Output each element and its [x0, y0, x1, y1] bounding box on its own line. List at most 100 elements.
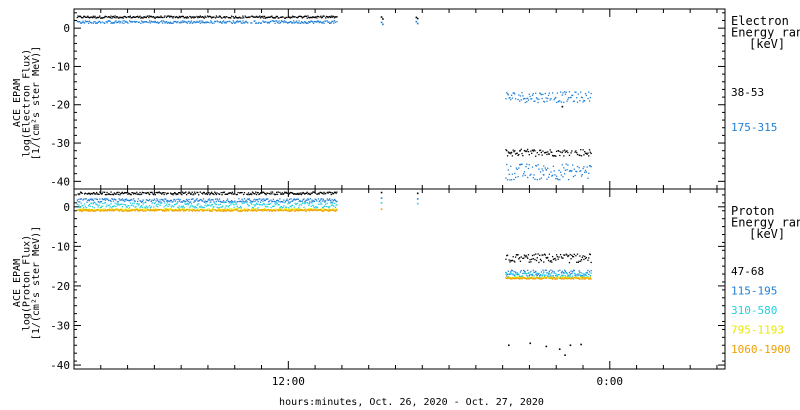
- data-point: [164, 208, 166, 210]
- data-point: [235, 209, 237, 211]
- data-point: [304, 20, 306, 23]
- data-point: [252, 207, 254, 209]
- data-point: [132, 193, 135, 195]
- data-point: [235, 22, 237, 24]
- y-axis-label: ACE EPAM: [12, 259, 23, 307]
- data-point: [96, 16, 99, 18]
- data-point: [333, 20, 336, 22]
- data-point: [262, 191, 264, 193]
- data-point: [304, 15, 307, 17]
- data-point: [515, 276, 518, 278]
- data-point: [508, 259, 510, 261]
- data-point: [582, 255, 584, 257]
- data-point: [246, 202, 248, 204]
- data-point: [310, 192, 312, 194]
- data-point: [139, 200, 141, 202]
- data-point: [556, 276, 559, 278]
- data-point: [160, 21, 162, 23]
- data-point: [520, 163, 522, 165]
- data-point: [79, 201, 81, 203]
- data-point: [326, 198, 328, 200]
- data-point: [539, 273, 542, 276]
- data-point: [580, 91, 582, 93]
- data-point: [228, 210, 230, 212]
- data-point: [285, 208, 287, 210]
- data-point: [547, 167, 549, 169]
- data-point: [318, 193, 320, 195]
- data-point: [322, 198, 324, 200]
- data-point: [574, 91, 576, 93]
- data-point: [90, 192, 92, 195]
- data-point: [327, 209, 329, 212]
- data-point: [79, 15, 81, 17]
- data-point: [259, 204, 262, 206]
- data-point: [320, 208, 322, 211]
- data-point: [91, 209, 93, 211]
- data-point: [518, 153, 520, 156]
- data-point: [115, 17, 117, 19]
- data-point: [311, 20, 313, 23]
- data-point: [528, 154, 530, 156]
- data-point: [149, 210, 151, 212]
- data-point: [263, 15, 266, 18]
- data-point: [540, 277, 542, 279]
- data-point: [304, 193, 306, 195]
- data-point: [175, 203, 177, 205]
- data-point: [261, 204, 263, 206]
- data-point: [562, 276, 564, 278]
- data-point: [243, 209, 245, 211]
- data-point: [514, 256, 517, 258]
- data-point: [148, 21, 150, 24]
- data-point: [241, 202, 243, 204]
- data-point: [555, 101, 558, 104]
- data-point: [198, 209, 200, 212]
- data-point: [580, 259, 583, 261]
- data-point: [518, 277, 521, 279]
- data-point: [208, 208, 210, 210]
- data-point: [584, 276, 587, 278]
- data-point: [542, 269, 544, 271]
- data-point: [110, 208, 112, 210]
- data-point: [261, 208, 263, 211]
- data-point: [169, 192, 172, 194]
- data-point: [202, 210, 204, 212]
- data-point: [522, 277, 524, 279]
- data-point: [276, 21, 279, 23]
- data-point: [202, 16, 204, 18]
- data-point: [327, 199, 329, 202]
- data-point: [580, 274, 582, 276]
- data-point: [85, 21, 87, 23]
- data-point: [198, 16, 200, 18]
- data-point: [250, 22, 252, 24]
- data-point: [553, 272, 555, 274]
- data-point: [293, 208, 295, 210]
- data-point: [249, 16, 251, 18]
- data-point: [247, 209, 250, 211]
- data-point: [190, 21, 192, 23]
- data-point: [277, 191, 279, 193]
- data-point: [328, 210, 330, 212]
- data-point: [203, 209, 205, 212]
- data-point: [116, 21, 119, 24]
- data-point: [523, 272, 526, 274]
- data-point: [204, 200, 206, 202]
- data-point: [511, 276, 514, 279]
- data-point: [547, 275, 550, 277]
- data-point: [514, 272, 517, 274]
- data-point: [211, 22, 213, 24]
- data-point: [264, 205, 267, 208]
- data-point: [263, 208, 266, 210]
- data-point: [197, 203, 199, 205]
- data-point: [104, 209, 107, 211]
- data-point: [539, 254, 541, 257]
- legend-item: 1060-1900: [731, 343, 791, 356]
- data-point: [201, 192, 203, 194]
- data-point: [542, 273, 544, 275]
- data-point: [143, 15, 145, 18]
- data-point: [227, 206, 230, 208]
- data-point: [122, 203, 124, 206]
- data-point: [123, 22, 125, 24]
- data-point: [319, 200, 321, 202]
- data-point: [198, 200, 200, 202]
- data-point: [91, 16, 93, 18]
